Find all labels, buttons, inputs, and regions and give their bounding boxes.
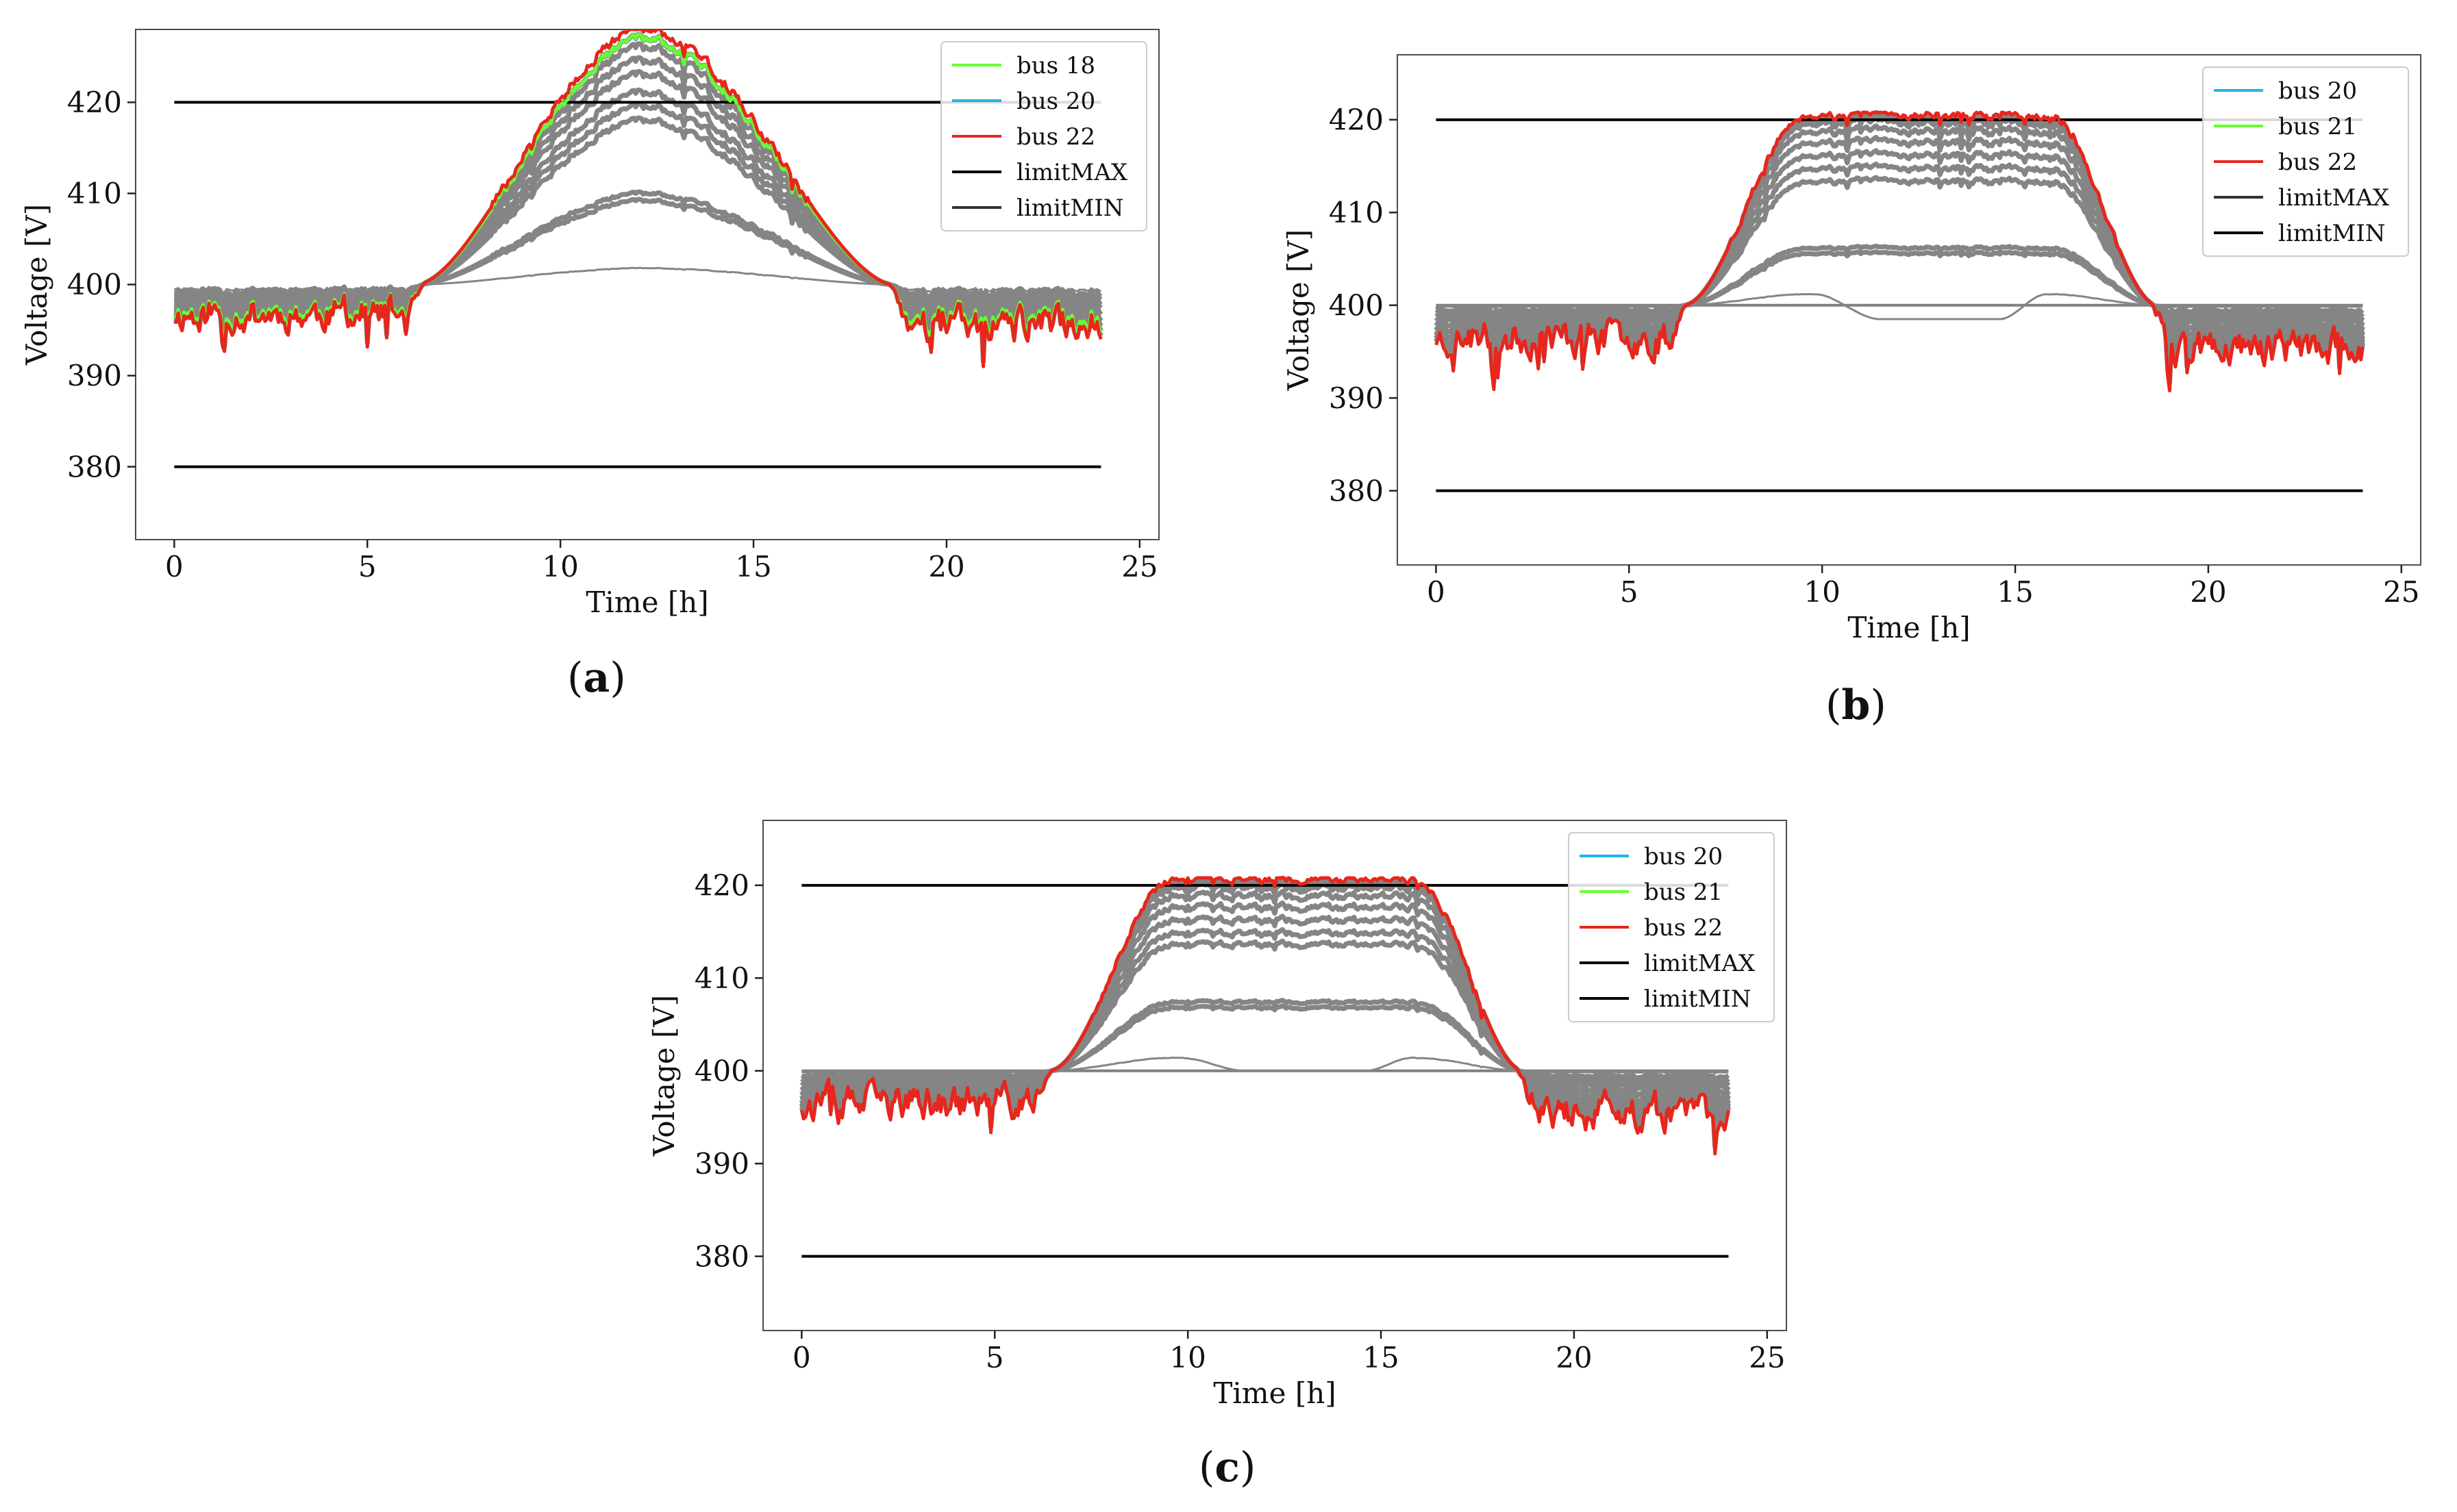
x-tick-label-c-15: 15 <box>1362 1341 1399 1374</box>
chart-b: 0 5 10 15 20 25 380 390 400 410 420 Time [h] Voltage… <box>1260 27 2457 657</box>
legend-label-c-3: limitMAX <box>1644 950 1756 977</box>
legend-label-a-1: bus 20 <box>1017 88 1095 115</box>
legend-label-b-0: bus 20 <box>2278 77 2357 105</box>
x-axis-title-a: Time [h] <box>586 585 708 616</box>
chart-c: 0 5 10 15 20 25 380 390 400 410 420 Time [h] Voltage… <box>616 788 1822 1418</box>
x-tick-label-c-10: 10 <box>1169 1341 1206 1374</box>
y-tick-label-c-420: 420 <box>695 869 749 903</box>
x-tick-label-b-10: 10 <box>1804 575 1840 609</box>
y-axis-title-a: Voltage [V] <box>20 204 53 366</box>
x-tick-label-a-20: 20 <box>928 550 964 583</box>
caption-c: (c) <box>1199 1444 1256 1491</box>
legend-label-a-0: bus 18 <box>1017 52 1095 79</box>
y-axis-title-b: Voltage [V] <box>1282 229 1315 391</box>
x-tick-label-b-25: 25 <box>2383 575 2419 609</box>
chart-a: 0 5 10 15 20 25 380 390 400 410 420 Time [h] Voltage… <box>0 0 1206 616</box>
caption-c-letter: c <box>1214 1444 1240 1491</box>
legend-label-c-1: bus 21 <box>1644 879 1723 906</box>
x-tick-label-c-5: 5 <box>986 1341 1004 1374</box>
y-tick-label-a-390: 390 <box>67 359 122 392</box>
y-tick-label-a-400: 400 <box>67 268 122 301</box>
x-axis-title-b: Time [h] <box>1847 611 1970 644</box>
y-tick-label-c-380: 380 <box>695 1239 749 1273</box>
x-tick-label-b-0: 0 <box>1427 575 1445 609</box>
caption-b: (b) <box>1825 681 1886 729</box>
y-tick-label-a-420: 420 <box>67 86 122 119</box>
caption-a: (a) <box>567 654 626 702</box>
x-tick-label-a-0: 0 <box>165 550 184 583</box>
legend-label-a-3: limitMAX <box>1017 159 1128 186</box>
caption-a-letter: a <box>583 654 610 702</box>
legend-label-b-1: bus 21 <box>2278 113 2357 140</box>
x-tick-label-c-0: 0 <box>793 1341 811 1374</box>
legend-label-a-4: limitMIN <box>1017 194 1124 222</box>
y-tick-label-a-410: 410 <box>67 177 122 210</box>
x-tick-label-c-20: 20 <box>1556 1341 1592 1374</box>
legend-label-b-3: limitMAX <box>2278 184 2390 212</box>
legend-label-a-2: bus 22 <box>1017 123 1095 151</box>
legend-label-c-4: limitMIN <box>1644 985 1751 1013</box>
x-tick-label-a-10: 10 <box>542 550 578 583</box>
legend-b: bus 20 bus 21 bus 22 limitMAX limitMIN <box>2203 67 2408 256</box>
x-tick-label-a-15: 15 <box>735 550 771 583</box>
legend-label-c-0: bus 20 <box>1644 843 1723 870</box>
y-tick-label-b-400: 400 <box>1329 288 1384 322</box>
x-axis-title-c: Time [h] <box>1213 1376 1336 1410</box>
y-tick-label-c-410: 410 <box>695 961 749 995</box>
x-tick-label-b-5: 5 <box>1620 575 1638 609</box>
x-tick-label-b-20: 20 <box>2190 575 2226 609</box>
y-tick-label-b-380: 380 <box>1329 474 1384 507</box>
y-tick-label-a-380: 380 <box>67 450 122 483</box>
y-tick-label-b-420: 420 <box>1329 103 1384 137</box>
legend-label-b-4: limitMIN <box>2278 220 2386 247</box>
legend-label-b-2: bus 22 <box>2278 149 2357 176</box>
x-tick-label-b-15: 15 <box>1997 575 2033 609</box>
x-tick-label-c-25: 25 <box>1749 1341 1785 1374</box>
x-tick-label-a-5: 5 <box>358 550 377 583</box>
y-tick-label-c-390: 390 <box>695 1147 749 1181</box>
y-tick-label-b-410: 410 <box>1329 196 1384 229</box>
legend-a: bus 18 bus 20 bus 22 limitMAX limitMIN <box>941 42 1147 231</box>
y-tick-label-b-390: 390 <box>1329 381 1384 415</box>
legend-label-c-2: bus 22 <box>1644 914 1723 942</box>
caption-b-letter: b <box>1841 681 1870 729</box>
x-tick-label-a-25: 25 <box>1121 550 1158 583</box>
figure: 0 5 10 15 20 25 380 390 400 410 420 Time [h] Voltage… <box>0 0 2457 1512</box>
y-tick-label-c-400: 400 <box>695 1054 749 1087</box>
y-axis-title-c: Voltage [V] <box>647 995 681 1157</box>
legend-c: bus 20 bus 21 bus 22 limitMAX limitMIN <box>1569 833 1774 1022</box>
